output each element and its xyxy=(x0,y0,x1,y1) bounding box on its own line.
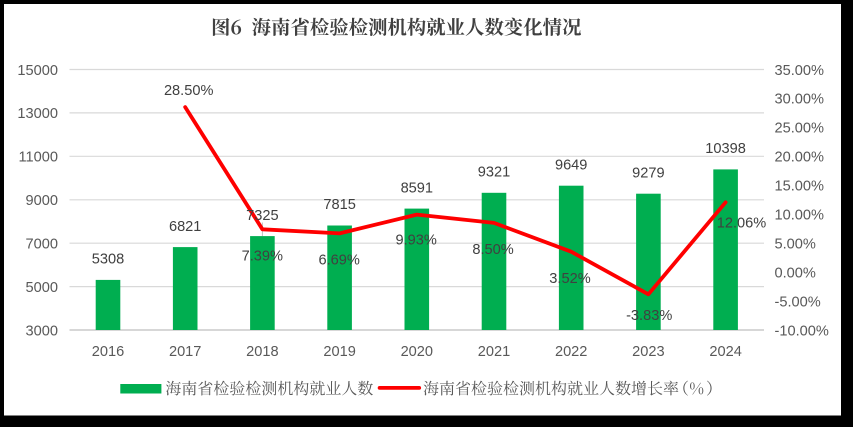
svg-text:2022: 2022 xyxy=(555,344,587,360)
svg-text:5308: 5308 xyxy=(92,252,124,268)
svg-text:9.93%: 9.93% xyxy=(396,233,437,249)
svg-text:15.00%: 15.00% xyxy=(775,179,825,195)
svg-text:3.52%: 3.52% xyxy=(549,271,590,287)
svg-text:10.00%: 10.00% xyxy=(775,208,825,224)
svg-text:-5.00%: -5.00% xyxy=(775,294,821,310)
svg-text:7000: 7000 xyxy=(26,236,58,252)
svg-text:9000: 9000 xyxy=(26,193,58,209)
svg-text:10398: 10398 xyxy=(705,141,746,157)
svg-text:12.06%: 12.06% xyxy=(717,216,767,232)
svg-text:2021: 2021 xyxy=(478,344,510,360)
svg-text:35.00%: 35.00% xyxy=(775,63,825,79)
svg-text:25.00%: 25.00% xyxy=(775,121,825,137)
svg-text:2016: 2016 xyxy=(92,344,124,360)
svg-text:28.50%: 28.50% xyxy=(164,83,214,99)
svg-text:2023: 2023 xyxy=(632,344,664,360)
svg-text:7325: 7325 xyxy=(246,208,278,224)
svg-text:2017: 2017 xyxy=(169,344,201,360)
svg-text:30.00%: 30.00% xyxy=(775,92,825,108)
svg-text:5000: 5000 xyxy=(26,280,58,296)
svg-text:-10.00%: -10.00% xyxy=(775,323,829,339)
svg-text:7815: 7815 xyxy=(323,197,355,213)
svg-text:2019: 2019 xyxy=(323,344,355,360)
svg-text:9649: 9649 xyxy=(555,157,587,173)
svg-text:8591: 8591 xyxy=(401,180,433,196)
svg-text:11000: 11000 xyxy=(19,150,59,166)
svg-text:2018: 2018 xyxy=(246,344,278,360)
svg-text:6.69%: 6.69% xyxy=(319,252,360,268)
svg-text:15000: 15000 xyxy=(17,63,58,79)
svg-text:3000: 3000 xyxy=(26,323,58,339)
svg-text:13000: 13000 xyxy=(17,106,58,122)
svg-text:6821: 6821 xyxy=(169,219,201,235)
svg-text:2024: 2024 xyxy=(709,344,741,360)
svg-text:-3.83%: -3.83% xyxy=(626,308,672,324)
svg-text:5.00%: 5.00% xyxy=(775,236,816,252)
svg-text:20.00%: 20.00% xyxy=(775,150,825,166)
svg-text:9321: 9321 xyxy=(478,165,510,181)
svg-text:9279: 9279 xyxy=(632,165,664,181)
svg-text:8.50%: 8.50% xyxy=(472,242,513,258)
svg-text:0.00%: 0.00% xyxy=(775,265,816,281)
svg-text:2020: 2020 xyxy=(401,344,433,360)
svg-text:7.39%: 7.39% xyxy=(242,249,283,265)
